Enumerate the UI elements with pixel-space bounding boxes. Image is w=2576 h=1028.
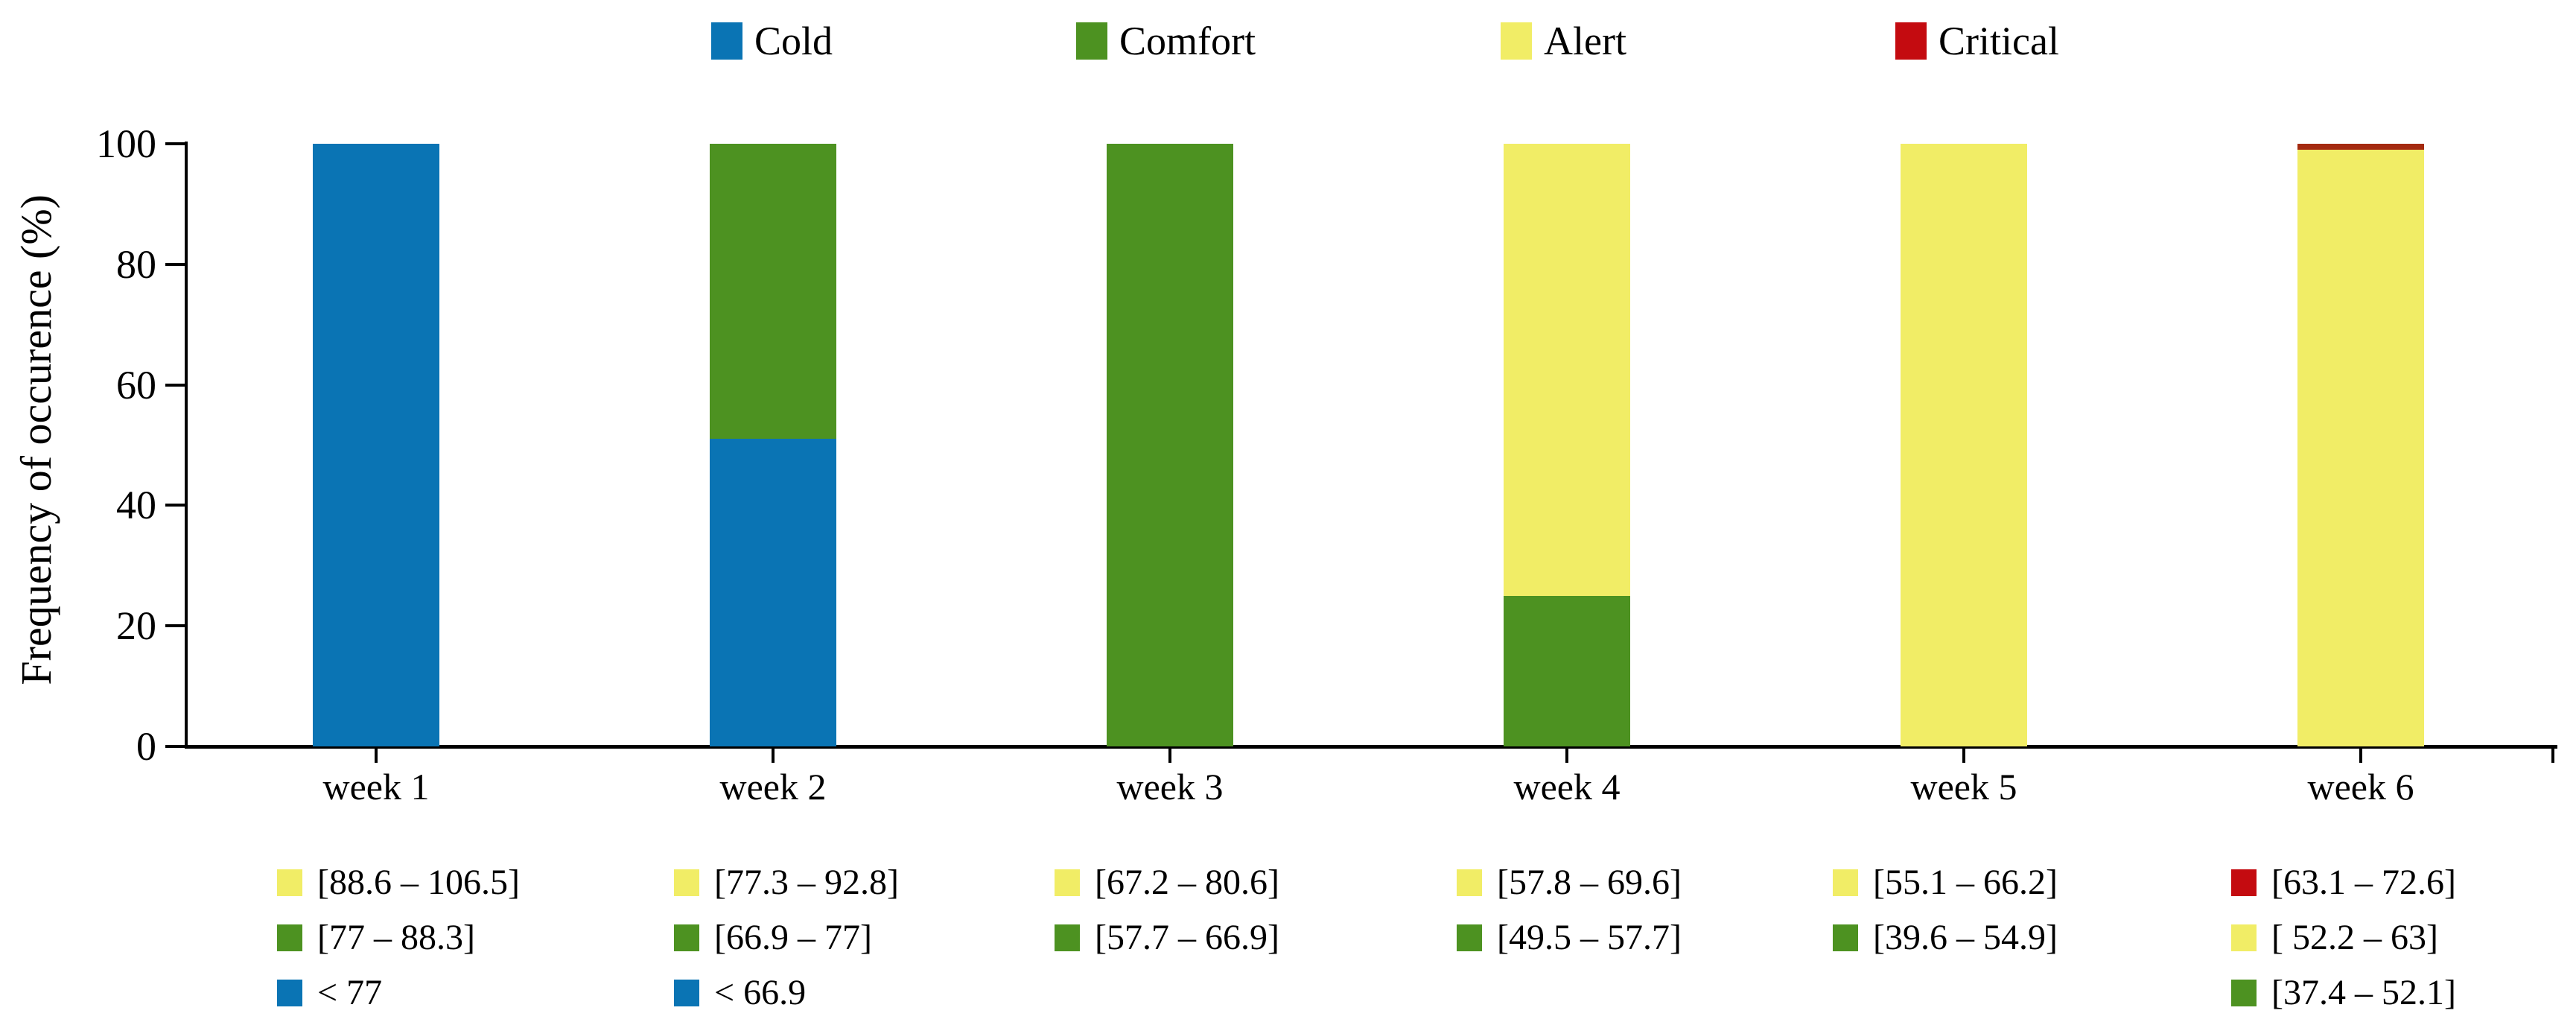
y-tick-label: 80 [116,241,156,287]
x-tick-mark [1962,746,1965,763]
x-axis-line [185,745,2557,749]
threshold-swatch-comfort-icon [1457,924,1482,951]
legend-label-critical: Critical [1939,19,2059,63]
x-category-label: week 3 [1116,766,1224,808]
threshold-swatch-alert-icon [1457,869,1482,896]
threshold-swatch-alert-icon [1833,869,1858,896]
legend-item-alert: Alert [1501,19,1626,63]
y-tick-mark [165,504,186,507]
y-axis-line [185,142,188,749]
y-tick-label: 60 [116,362,156,407]
bar-segment-cold-week2 [710,439,836,746]
threshold-entry-week6-alert: [ 52.2 – 63] [2231,918,2438,957]
threshold-label: [ 52.2 – 63] [2271,918,2438,957]
threshold-entry-week2-cold: < 66.9 [674,974,806,1012]
bar-segment-cold-week1 [313,144,439,746]
threshold-entry-week1-cold: < 77 [277,974,382,1012]
y-tick-label: 100 [96,121,156,166]
threshold-label: [63.1 – 72.6] [2271,863,2456,902]
threshold-label: [77 – 88.3] [317,918,475,957]
threshold-entry-week2-alert: [77.3 – 92.8] [674,863,899,902]
threshold-swatch-comfort-icon [1055,924,1080,951]
x-tick-mark [772,746,775,763]
bar-segment-alert-week4 [1504,144,1630,596]
threshold-swatch-alert-icon [2231,924,2257,951]
y-tick-label: 0 [136,724,156,769]
threshold-swatch-comfort-icon [1833,924,1858,951]
legend-swatch-critical-icon [1895,22,1927,60]
x-category-label: week 5 [1910,766,2017,808]
threshold-label: [49.5 – 57.7] [1497,918,1682,957]
y-tick-mark [165,262,186,266]
bar-segment-comfort-week2 [710,144,836,440]
threshold-swatch-alert-icon [674,869,699,896]
bar-segment-alert-week5 [1901,144,2027,746]
threshold-label: < 77 [317,973,383,1012]
x-axis-end-tick [2551,746,2554,763]
threshold-swatch-cold-icon [674,980,699,1006]
threshold-swatch-alert-icon [277,869,302,896]
legend-item-cold: Cold [711,19,833,63]
threshold-label: [88.6 – 106.5] [317,863,520,902]
y-tick-mark [165,624,186,628]
x-category-label: week 1 [322,766,430,808]
threshold-entry-week1-comfort: [77 – 88.3] [277,918,475,957]
bar-segment-alert-week6 [2297,150,2424,746]
threshold-label: < 66.9 [714,973,807,1012]
threshold-entry-week5-alert: [55.1 – 66.2] [1833,863,2058,902]
y-tick-mark [165,745,186,748]
legend-swatch-comfort-icon [1076,22,1107,60]
y-tick-label: 40 [116,483,156,528]
legend-item-comfort: Comfort [1076,19,1256,63]
threshold-label: [57.8 – 69.6] [1497,863,1682,902]
threshold-label: [66.9 – 77] [714,918,872,957]
threshold-swatch-comfort-icon [674,924,699,951]
threshold-entry-week4-alert: [57.8 – 69.6] [1457,863,1682,902]
threshold-entry-week5-comfort: [39.6 – 54.9] [1833,918,2058,957]
threshold-swatch-alert-icon [1055,869,1080,896]
legend-label-comfort: Comfort [1119,19,1256,63]
legend-swatch-cold-icon [711,22,742,60]
threshold-swatch-cold-icon [277,980,302,1006]
x-tick-mark [2359,746,2362,763]
threshold-label: [67.2 – 80.6] [1095,863,1279,902]
threshold-entry-week6-comfort: [37.4 – 52.1] [2231,974,2456,1012]
x-category-label: week 6 [2307,766,2414,808]
y-tick-mark [165,383,186,387]
threshold-entry-week3-alert: [67.2 – 80.6] [1055,863,1279,902]
threshold-entry-week3-comfort: [57.7 – 66.9] [1055,918,1279,957]
threshold-entry-week4-comfort: [49.5 – 57.7] [1457,918,1682,957]
x-tick-mark [375,746,378,763]
legend-label-alert: Alert [1544,19,1626,63]
y-tick-mark [165,142,186,145]
threshold-label: [77.3 – 92.8] [714,863,899,902]
threshold-swatch-comfort-icon [2231,980,2257,1006]
threshold-label: [55.1 – 66.2] [1873,863,2058,902]
y-axis-title-box: Frequency of occurence (%) [4,104,67,775]
threshold-label: [39.6 – 54.9] [1873,918,2058,957]
threshold-swatch-comfort-icon [277,924,302,951]
x-category-label: week 4 [1513,766,1621,808]
bar-segment-comfort-week4 [1504,595,1630,746]
threshold-entry-week2-comfort: [66.9 – 77] [674,918,872,957]
x-category-label: week 2 [719,766,827,808]
legend-swatch-alert-icon [1501,22,1532,60]
threshold-swatch-critical-icon [2231,869,2257,896]
x-tick-mark [1565,746,1568,763]
bar-segment-comfort-week3 [1107,144,1233,746]
threshold-label: [37.4 – 52.1] [2271,973,2456,1012]
legend-label-cold: Cold [754,19,833,63]
threshold-label: [57.7 – 66.9] [1095,918,1279,957]
legend-item-critical: Critical [1895,19,2059,63]
y-tick-label: 20 [116,603,156,649]
bar-segment-critical-week6 [2297,144,2424,150]
threshold-entry-week6-critical: [63.1 – 72.6] [2231,863,2456,902]
threshold-entry-week1-alert: [88.6 – 106.5] [277,863,520,902]
x-tick-mark [1168,746,1171,763]
